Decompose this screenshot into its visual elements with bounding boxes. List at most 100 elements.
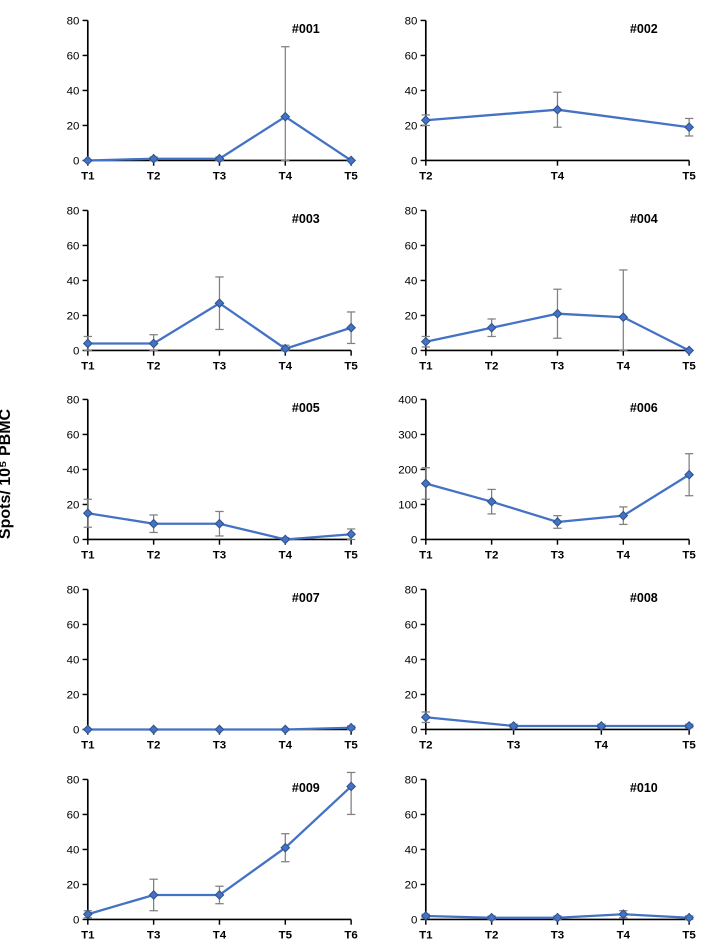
y-tick-label: 20	[404, 121, 417, 133]
panel-title: #009	[292, 781, 320, 795]
y-tick-label: 0	[411, 345, 417, 357]
data-marker	[149, 725, 157, 733]
chart-panel: 020406080T1T2T3T4T5#003	[46, 200, 360, 378]
y-tick-label: 20	[67, 500, 80, 512]
x-tick-label: T5	[682, 929, 696, 941]
y-tick-label: 20	[67, 879, 80, 891]
x-tick-label: T3	[550, 550, 563, 562]
x-tick-label: T2	[147, 170, 160, 182]
x-tick-label: T4	[616, 550, 630, 562]
panel-title: #005	[292, 401, 320, 415]
y-tick-label: 80	[67, 585, 80, 597]
y-tick-label: 100	[398, 500, 417, 512]
x-tick-label: T1	[419, 550, 433, 562]
y-tick-label: 80	[404, 585, 417, 597]
data-marker	[553, 106, 561, 114]
y-tick-label: 20	[404, 690, 417, 702]
x-tick-label: T2	[147, 360, 160, 372]
x-tick-label: T3	[506, 739, 519, 751]
x-tick-label: T3	[213, 360, 226, 372]
x-tick-label: T4	[616, 929, 630, 941]
y-tick-label: 40	[67, 655, 80, 667]
data-marker	[487, 913, 495, 921]
x-tick-label: T5	[344, 550, 358, 562]
data-marker	[421, 480, 429, 488]
y-tick-label: 400	[398, 395, 417, 407]
series-line	[425, 717, 688, 726]
data-marker	[684, 913, 692, 921]
x-tick-label: T5	[344, 170, 358, 182]
x-tick-label: T5	[682, 360, 696, 372]
y-tick-label: 40	[67, 844, 80, 856]
data-marker	[149, 520, 157, 528]
y-tick-label: 200	[398, 465, 417, 477]
y-tick-label: 60	[67, 51, 80, 63]
y-tick-label: 0	[411, 725, 417, 737]
data-marker	[421, 337, 429, 345]
panel-title: #003	[292, 212, 320, 226]
x-tick-label: T1	[81, 360, 95, 372]
chart-panel: 020406080T2T4T5#002	[384, 10, 698, 188]
x-tick-label: T3	[550, 929, 563, 941]
x-tick-label: T4	[616, 360, 630, 372]
y-tick-label: 40	[404, 655, 417, 667]
y-tick-label: 60	[404, 809, 417, 821]
x-tick-label: T2	[484, 929, 497, 941]
x-tick-label: T1	[81, 170, 95, 182]
y-tick-label: 40	[67, 275, 80, 287]
data-marker	[215, 520, 223, 528]
x-tick-label: T5	[344, 739, 358, 751]
data-marker	[215, 725, 223, 733]
y-tick-label: 60	[404, 620, 417, 632]
data-marker	[149, 890, 157, 898]
y-tick-label: 80	[67, 16, 80, 28]
y-tick-label: 40	[67, 465, 80, 477]
data-marker	[421, 116, 429, 124]
x-tick-label: T2	[147, 739, 160, 751]
x-tick-label: T2	[147, 550, 160, 562]
chart-panel: 020406080T1T2T3T4T5#005	[46, 389, 360, 567]
line-chart: 020406080T1T2T3T4T5#001	[46, 10, 360, 188]
x-tick-label: T3	[147, 929, 160, 941]
x-tick-label: T5	[279, 929, 293, 941]
y-tick-label: 0	[73, 914, 79, 926]
y-tick-label: 80	[67, 774, 80, 786]
x-tick-label: T1	[419, 929, 433, 941]
x-tick-label: T1	[81, 929, 95, 941]
x-tick-label: T2	[419, 739, 432, 751]
line-chart: 020406080T2T4T5#002	[384, 10, 698, 188]
x-tick-label: T5	[682, 170, 696, 182]
chart-panel: 020406080T1T2T3T4T5#001	[46, 10, 360, 188]
y-tick-label: 20	[67, 310, 80, 322]
y-tick-label: 20	[67, 690, 80, 702]
data-marker	[281, 725, 289, 733]
data-marker	[487, 498, 495, 506]
panel-title: #006	[629, 401, 657, 415]
line-chart: 020406080T1T2T3T4T5#007	[46, 579, 360, 757]
x-tick-label: T2	[419, 170, 432, 182]
line-chart: 020406080T1T2T3T4T5#005	[46, 389, 360, 567]
y-tick-label: 20	[67, 121, 80, 133]
data-marker	[553, 913, 561, 921]
y-tick-label: 60	[67, 620, 80, 632]
y-tick-label: 300	[398, 430, 417, 442]
y-tick-label: 0	[73, 535, 79, 547]
x-tick-label: T4	[279, 360, 293, 372]
x-tick-label: T3	[550, 360, 563, 372]
series-line	[425, 475, 688, 522]
y-axis-label: Spots/ 10⁵ PBMC	[0, 409, 15, 539]
panel-title: #004	[629, 212, 657, 226]
x-tick-label: T5	[344, 360, 358, 372]
panel-title: #007	[292, 591, 320, 605]
y-tick-label: 0	[73, 345, 79, 357]
y-tick-label: 0	[73, 156, 79, 168]
panel-title: #008	[629, 591, 657, 605]
x-tick-label: T1	[81, 739, 95, 751]
data-marker	[347, 530, 355, 538]
data-marker	[84, 725, 92, 733]
data-marker	[619, 313, 627, 321]
data-marker	[684, 346, 692, 354]
y-tick-label: 80	[67, 395, 80, 407]
chart-panel: 020406080T1T2T3T4T5#010	[384, 769, 698, 947]
x-tick-label: T3	[213, 550, 226, 562]
